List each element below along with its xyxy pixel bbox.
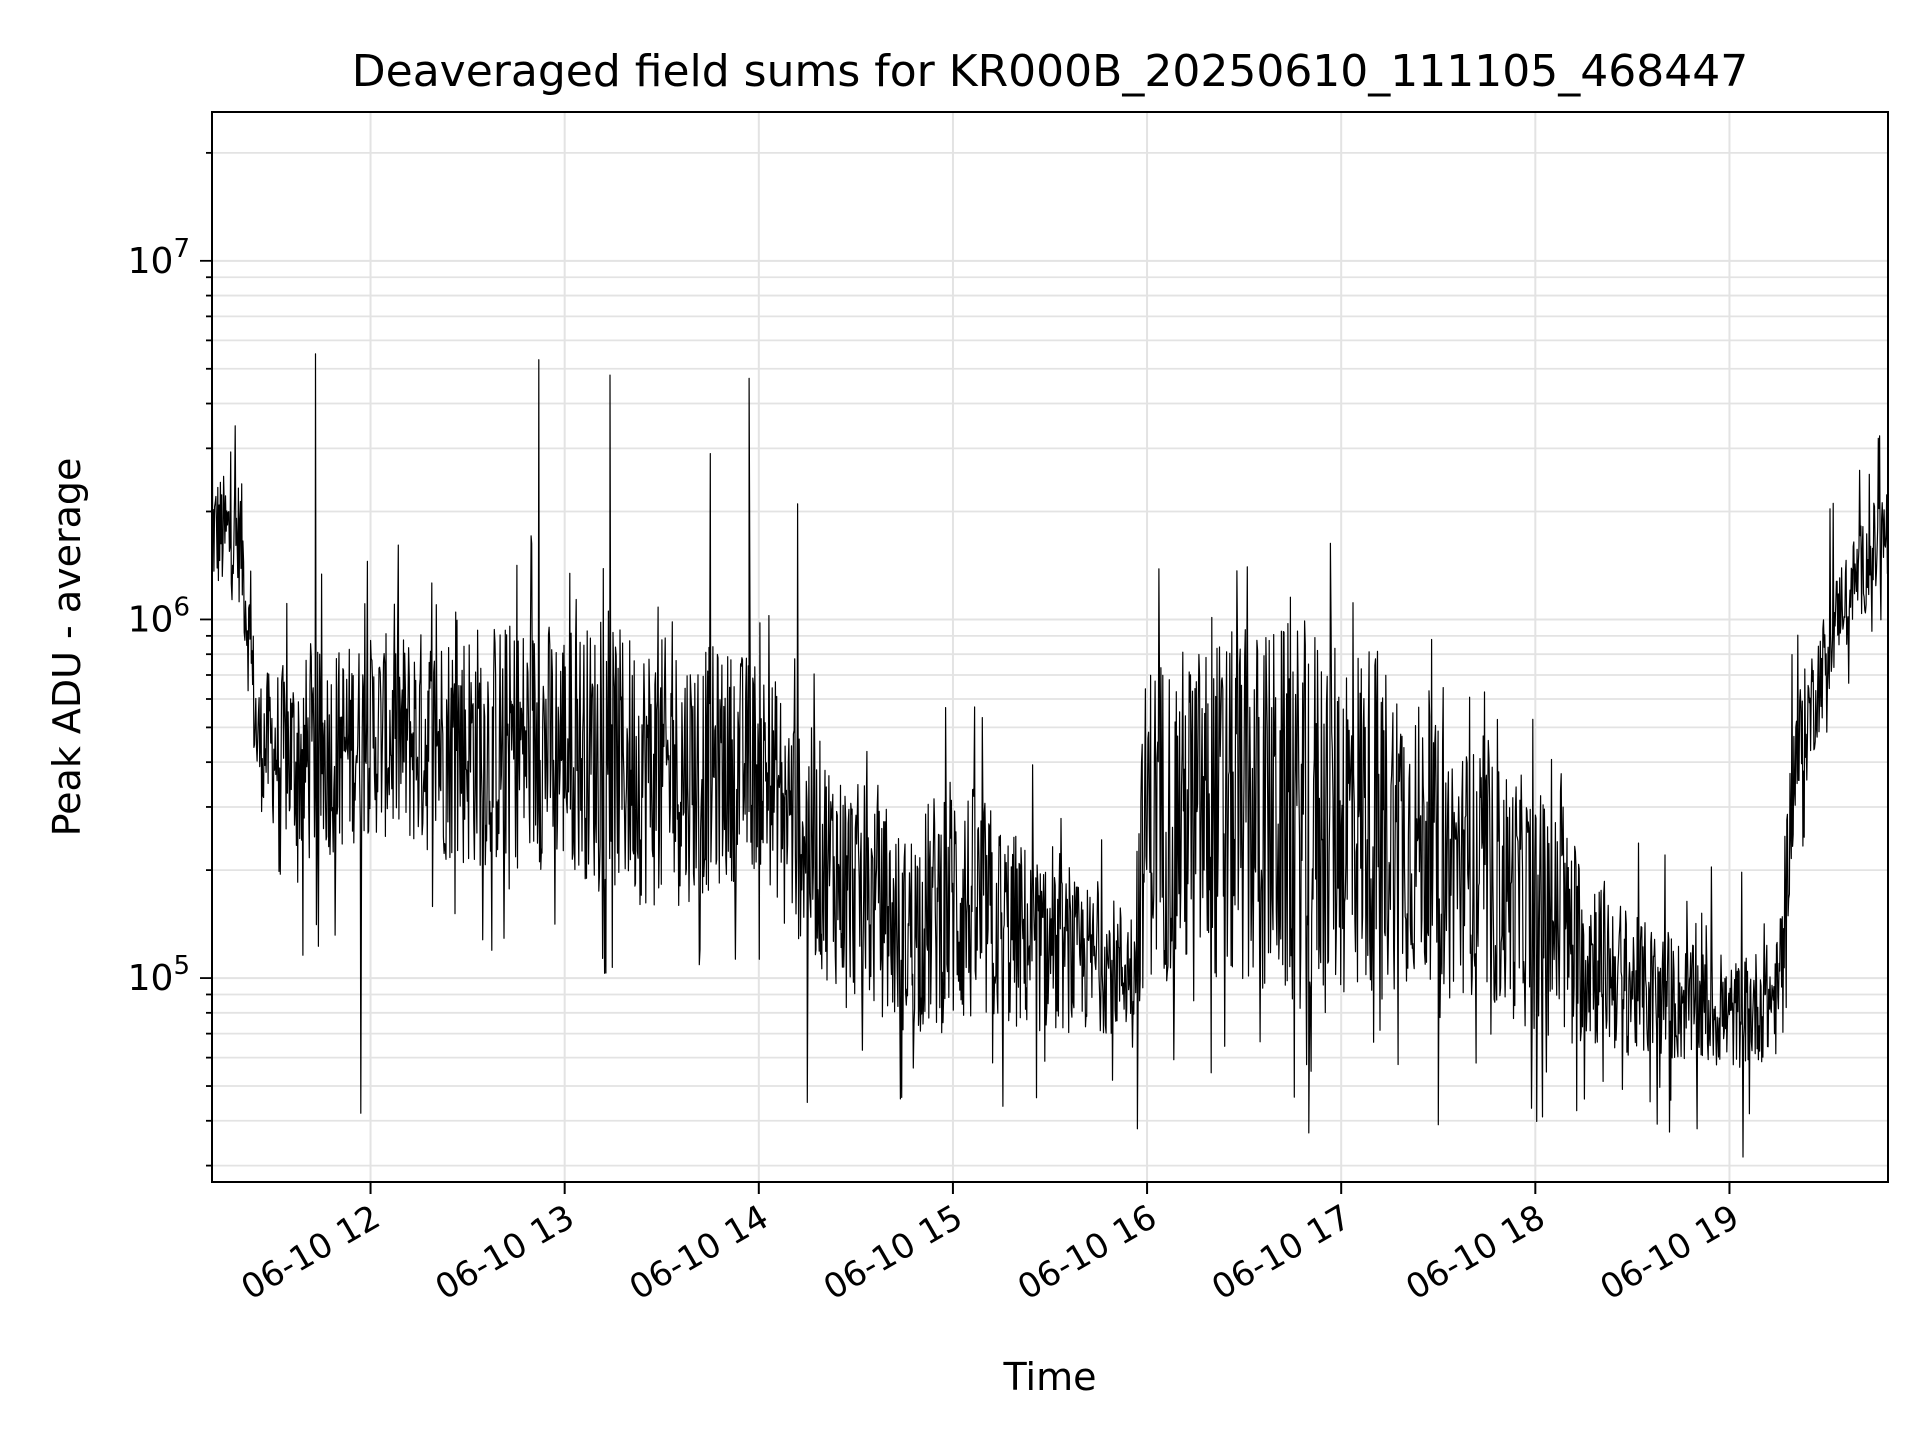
y-tick-label: 107 bbox=[128, 234, 190, 282]
y-axis-label: Peak ADU - average bbox=[45, 458, 89, 837]
y-tick-label: 105 bbox=[128, 951, 190, 999]
x-axis-label: Time bbox=[1003, 1355, 1097, 1399]
series-line bbox=[211, 169, 1889, 1158]
y-tick-label: 106 bbox=[128, 592, 190, 640]
y-axis: 105 106 107 bbox=[128, 151, 212, 1167]
plot-frame bbox=[211, 111, 1889, 1183]
chart-title: Deaveraged field sums for KR000B_2025061… bbox=[352, 46, 1748, 97]
